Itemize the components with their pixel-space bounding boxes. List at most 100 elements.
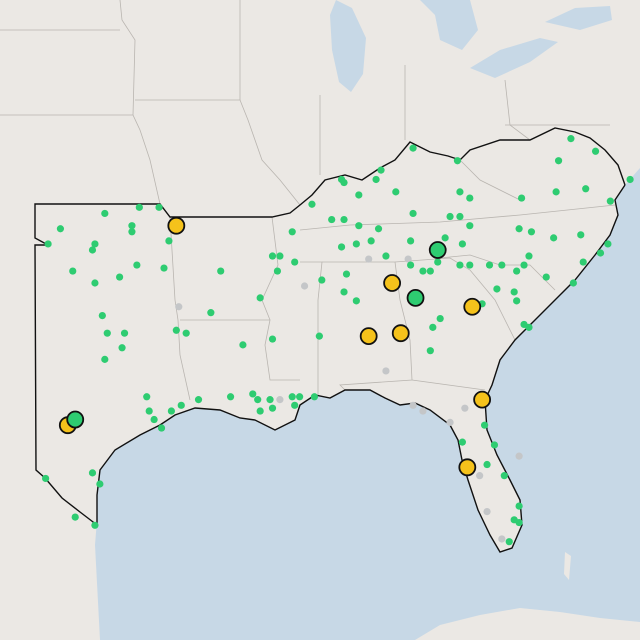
site-marker[interactable] [406,288,425,307]
station-dot[interactable] [606,197,614,205]
station-dot[interactable] [515,225,523,233]
station-dot[interactable] [429,323,437,331]
station-dot[interactable] [500,472,508,480]
station-dot[interactable] [596,249,605,257]
station-dot[interactable] [483,460,491,469]
station-dot[interactable] [515,502,523,510]
station-dot[interactable] [194,396,203,404]
station-dot[interactable] [69,267,77,275]
station-dot[interactable] [42,474,50,483]
station-dot[interactable] [407,237,415,245]
station-dot[interactable] [582,185,590,193]
station-dot[interactable] [520,261,528,269]
station-dot[interactable] [91,521,99,529]
station-dot[interactable] [268,404,277,412]
station-dot[interactable] [567,135,575,143]
station-dot[interactable] [291,401,299,409]
station-dot[interactable] [133,261,141,269]
station-dot[interactable] [372,175,380,184]
station-dot[interactable] [157,424,166,432]
site-marker[interactable] [383,274,402,292]
site-marker[interactable] [391,324,410,343]
station-dot[interactable] [466,222,474,230]
station-dot[interactable] [480,421,489,429]
site-marker[interactable] [458,458,477,477]
station-dot[interactable] [436,314,444,323]
station-dot[interactable] [182,329,190,337]
station-dot[interactable] [407,261,415,269]
station-dot[interactable] [569,279,577,287]
station-dot[interactable] [239,341,247,349]
site-marker[interactable] [428,241,447,259]
station-dot[interactable] [579,258,587,266]
station-dot[interactable] [340,288,348,296]
station-dot[interactable] [461,404,469,412]
station-dot[interactable] [513,297,521,305]
station-dot[interactable] [409,144,417,152]
station-dot[interactable] [256,294,264,302]
station-dot[interactable] [591,147,600,155]
station-dot[interactable] [409,209,417,218]
station-dot[interactable] [118,344,126,352]
station-dot[interactable] [466,261,474,269]
station-dot[interactable] [296,393,304,401]
station-dot[interactable] [498,535,506,543]
station-dot[interactable] [71,513,79,521]
station-dot[interactable] [308,200,316,208]
site-marker[interactable] [167,216,186,235]
station-dot[interactable] [88,469,97,477]
station-dot[interactable] [128,228,136,236]
station-dot[interactable] [88,246,97,254]
station-dot[interactable] [577,231,585,239]
station-dot[interactable] [175,303,183,311]
station-dot[interactable] [355,191,363,199]
station-dot[interactable] [177,401,185,409]
station-dot[interactable] [456,212,464,221]
station-dot[interactable] [365,255,373,263]
station-dot[interactable] [217,267,225,275]
station-dot[interactable] [483,507,491,516]
station-dot[interactable] [91,279,99,287]
station-dot[interactable] [167,407,175,415]
station-dot[interactable] [352,240,360,248]
station-dot[interactable] [207,309,215,317]
station-dot[interactable] [525,323,533,331]
station-dot[interactable] [377,166,385,174]
station-dot[interactable] [300,282,309,290]
station-dot[interactable] [96,480,104,488]
station-dot[interactable] [527,228,536,236]
station-dot[interactable] [458,240,466,248]
station-dot[interactable] [254,396,262,404]
station-dot[interactable] [453,157,462,165]
station-dot[interactable] [513,267,521,275]
station-dot[interactable] [291,258,299,266]
station-dot[interactable] [276,252,284,260]
station-dot[interactable] [120,329,129,337]
station-dot[interactable] [409,401,417,409]
station-dot[interactable] [165,237,173,245]
station-dot[interactable] [456,188,464,196]
site-marker[interactable] [359,327,378,346]
station-dot[interactable] [249,390,257,398]
station-dot[interactable] [340,178,348,187]
station-dot[interactable] [515,518,523,527]
station-dot[interactable] [143,393,151,401]
station-dot[interactable] [268,252,277,260]
station-dot[interactable] [542,273,550,281]
station-dot[interactable] [510,288,518,296]
station-dot[interactable] [554,157,563,165]
station-dot[interactable] [150,415,158,424]
station-dot[interactable] [515,452,523,460]
station-dot[interactable] [374,225,383,233]
station-dot[interactable] [288,228,296,236]
station-dot[interactable] [172,326,180,334]
station-dot[interactable] [101,209,109,218]
station-dot[interactable] [517,194,526,202]
station-dot[interactable] [268,335,277,343]
station-dot[interactable] [310,393,319,401]
station-dot[interactable] [340,215,348,224]
station-dot[interactable] [434,258,442,266]
station-dot[interactable] [226,393,235,401]
station-dot[interactable] [315,332,323,340]
station-dot[interactable] [273,267,282,275]
